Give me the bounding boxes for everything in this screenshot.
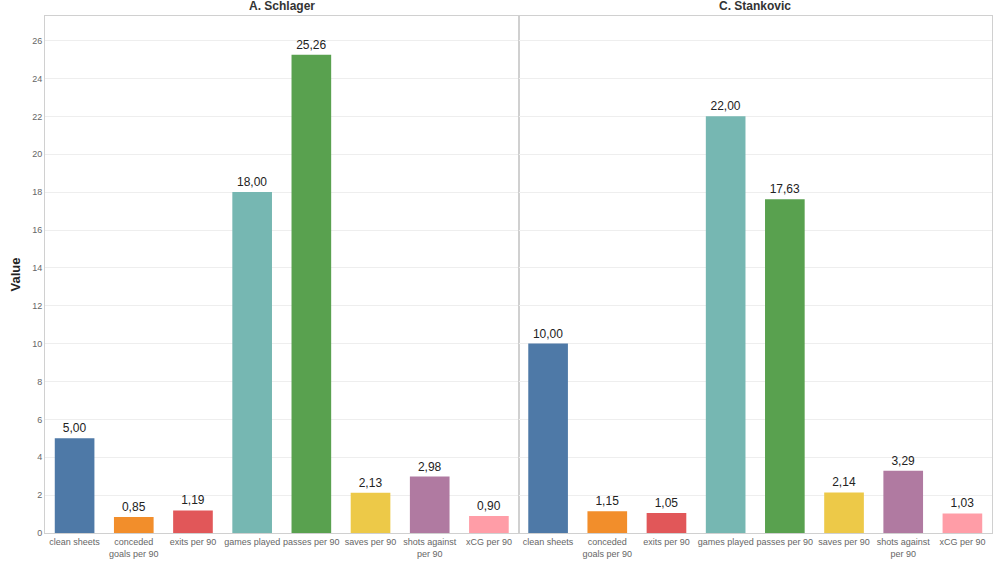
svg-text:games played: games played xyxy=(224,537,280,547)
svg-text:Value: Value xyxy=(8,258,23,292)
svg-text:shots againstper 90: shots againstper 90 xyxy=(403,537,457,559)
svg-text:shots againstper 90: shots againstper 90 xyxy=(877,537,931,559)
svg-text:concededgoals per 90: concededgoals per 90 xyxy=(109,537,159,559)
svg-text:8: 8 xyxy=(37,377,42,387)
svg-text:18: 18 xyxy=(32,187,42,197)
svg-text:0,85: 0,85 xyxy=(122,500,146,514)
svg-text:clean sheets: clean sheets xyxy=(49,537,100,547)
svg-text:0,90: 0,90 xyxy=(477,499,501,513)
svg-text:5,00: 5,00 xyxy=(63,421,87,435)
svg-text:24: 24 xyxy=(32,74,42,84)
svg-text:concededgoals per 90: concededgoals per 90 xyxy=(583,537,633,559)
svg-text:4: 4 xyxy=(37,452,42,462)
svg-text:2,98: 2,98 xyxy=(418,460,442,474)
svg-text:16: 16 xyxy=(32,225,42,235)
svg-text:saves per 90: saves per 90 xyxy=(345,537,397,547)
svg-text:2: 2 xyxy=(37,490,42,500)
svg-text:17,63: 17,63 xyxy=(770,182,800,196)
svg-text:passes per 90: passes per 90 xyxy=(757,537,814,547)
svg-text:3,29: 3,29 xyxy=(891,454,915,468)
svg-text:1,15: 1,15 xyxy=(595,494,619,508)
svg-text:exits per 90: exits per 90 xyxy=(170,537,217,547)
svg-text:2,13: 2,13 xyxy=(359,476,383,490)
svg-text:xCG per 90: xCG per 90 xyxy=(466,537,512,547)
svg-text:25,26: 25,26 xyxy=(296,38,326,52)
svg-text:14: 14 xyxy=(32,263,42,273)
svg-text:10: 10 xyxy=(32,339,42,349)
svg-text:passes per 90: passes per 90 xyxy=(283,537,340,547)
svg-text:1,19: 1,19 xyxy=(181,493,205,507)
svg-text:xCG per 90: xCG per 90 xyxy=(939,537,985,547)
svg-text:6: 6 xyxy=(37,415,42,425)
svg-text:games played: games played xyxy=(698,537,754,547)
svg-text:20: 20 xyxy=(32,149,42,159)
svg-text:12: 12 xyxy=(32,301,42,311)
svg-text:22,00: 22,00 xyxy=(710,99,740,113)
svg-text:saves per 90: saves per 90 xyxy=(818,537,870,547)
svg-text:0: 0 xyxy=(37,528,42,538)
svg-text:22: 22 xyxy=(32,112,42,122)
svg-text:clean sheets: clean sheets xyxy=(523,537,574,547)
svg-text:26: 26 xyxy=(32,36,42,46)
svg-text:exits per 90: exits per 90 xyxy=(643,537,690,547)
svg-text:2,14: 2,14 xyxy=(832,475,856,489)
svg-text:1,03: 1,03 xyxy=(951,496,975,510)
svg-text:A. Schlager: A. Schlager xyxy=(249,0,315,13)
svg-text:C. Stankovic: C. Stankovic xyxy=(719,0,791,13)
svg-text:1,05: 1,05 xyxy=(655,496,679,510)
svg-text:10,00: 10,00 xyxy=(533,327,563,341)
svg-text:18,00: 18,00 xyxy=(237,175,267,189)
